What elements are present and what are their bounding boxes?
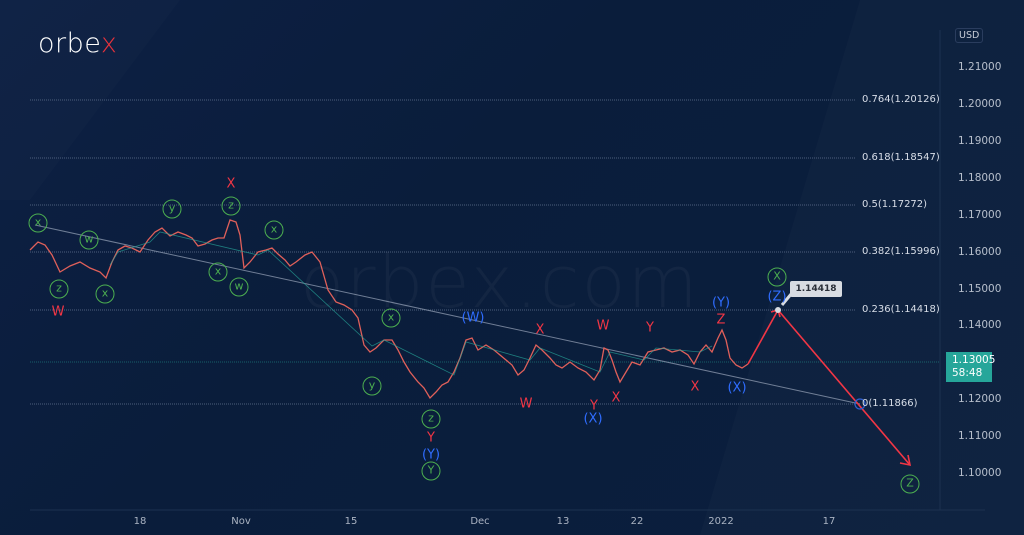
fib-label: 0.618(1.18547) [862,152,940,163]
fib-label: 0.5(1.17272) [862,199,928,210]
wave-label-blue: (Y) [421,447,441,463]
time-tick: 18 [133,516,147,527]
watermark: orbex.com [300,240,700,324]
current-price-badge: 1.13005 58:48 [946,352,996,382]
time-tick: Nov [231,516,251,527]
trend-line [34,224,861,405]
wave-label-green: x [208,262,228,282]
wave-label-red: X [535,322,545,338]
wave-label-green: x [28,213,48,233]
wave-label-blue: (Y) [711,295,731,311]
wave-label-green: X [767,267,787,287]
wave-label-green: y [362,376,382,396]
bar-countdown: 58:48 [952,367,983,379]
price-tick: 1.12000 [958,393,1002,405]
wave-label-green: x [264,220,284,240]
price-axis[interactable]: 1.21000 1.20000 1.19000 1.18000 1.17000 … [938,0,1002,520]
wave-label-green: x [381,308,401,328]
price-tick: 1.11000 [958,430,1002,442]
fib-lines [30,99,940,405]
time-tick: 17 [822,516,836,527]
logo-x: x [100,28,118,59]
price-tick: 1.14000 [958,319,1002,331]
currency-badge[interactable]: USD [955,28,984,43]
time-tick: 22 [630,516,644,527]
fib-label: 0.382(1.15996) [862,246,940,257]
wave-label-blue: (X) [583,411,603,427]
time-tick: 2022 [708,516,734,527]
current-price-value: 1.13005 [952,354,996,366]
wave-label-green: x [95,284,115,304]
time-tick: 15 [344,516,358,527]
fib-label: 0.764(1.20126) [862,94,940,105]
forecast-arrows [747,309,912,467]
wave-label-red: Y [646,320,654,336]
time-tick: Dec [470,516,490,527]
price-line [29,219,749,400]
price-tick: 1.15000 [958,283,1002,295]
wave-label-green: z [221,196,241,216]
wave-label-green: y [162,199,182,219]
wave-label-green: w [229,277,249,297]
wave-label-red: X [226,176,236,192]
wave-label-red: Y [590,398,598,414]
wave-label-red: X [690,379,700,395]
wave-label-red: W [596,318,610,334]
time-tick: 13 [556,516,570,527]
wave-label-red: W [51,304,65,320]
wave-label-red: Z [716,312,726,328]
time-axis[interactable]: 18 Nov 15 Dec 13 22 2022 17 [0,510,1024,535]
wave-label-blue: (X) [727,380,747,396]
wave-label-green: Z [900,474,920,494]
wave-label-red: X [611,390,621,406]
target-price-callout: 1.14418 [790,281,842,297]
wave-label-green: w [79,230,99,250]
price-tick: 1.17000 [958,209,1002,221]
price-tick: 1.21000 [958,61,1002,73]
wave-label-red: Y [427,430,435,446]
price-tick: 1.19000 [958,135,1002,147]
price-tick: 1.20000 [958,98,1002,110]
fib-label: 0.236(1.14418) [862,304,940,315]
price-tick: 1.16000 [958,246,1002,258]
orbex-logo: orbex [38,28,117,59]
wave-label-green: z [421,409,441,429]
price-tick: 1.18000 [958,172,1002,184]
wave-label-red: W [519,396,533,412]
wave-label-blue: (Z) [767,289,787,305]
logo-text: orbe [38,28,101,59]
fib-label: 0(1.11866) [862,398,918,409]
wave-label-green: z [49,279,69,299]
wave-label-green: Y [421,461,441,481]
price-tick: 1.10000 [958,467,1002,479]
wave-label-blue: (W) [461,310,485,326]
